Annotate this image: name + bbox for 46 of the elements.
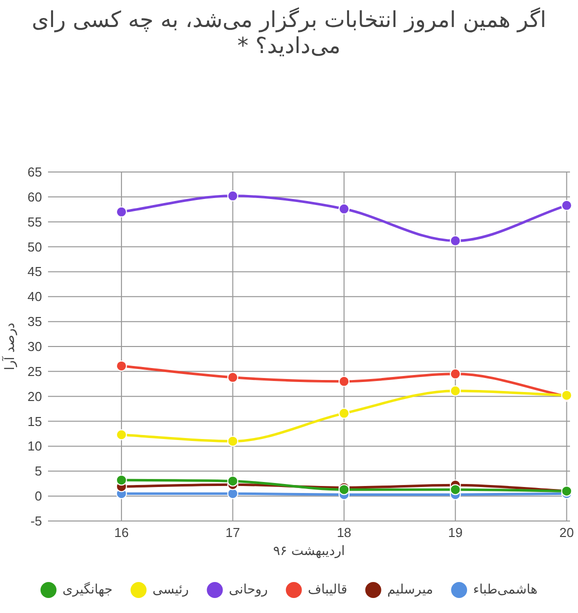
y-tick-label: 55 — [28, 214, 42, 230]
y-tick-label: 0 — [34, 488, 42, 504]
legend-label: روحانی — [228, 582, 268, 598]
y-tick-label: -5 — [30, 514, 42, 528]
x-tick-label: 17 — [226, 525, 240, 540]
y-tick-label: 20 — [28, 388, 42, 404]
point — [227, 476, 238, 487]
point — [116, 360, 127, 372]
y-tick-label: 65 — [28, 164, 42, 180]
point — [450, 484, 461, 496]
point — [338, 376, 350, 387]
point — [227, 436, 238, 447]
point — [227, 488, 238, 500]
legend-label: جهانگیری — [62, 582, 113, 598]
point — [116, 474, 127, 486]
point — [116, 206, 127, 218]
x-tick-label: 19 — [448, 525, 463, 540]
point — [116, 429, 127, 440]
title: اگر همین امروز انتخابات برگزار می‌شد، به چه کسی رای می‌دادید؟ * — [30, 8, 548, 60]
x-tick-label: 16 — [114, 525, 129, 540]
point — [450, 235, 461, 246]
y-tick-label: 5 — [34, 464, 42, 479]
legend-label: میرسلیم — [387, 582, 434, 598]
legend-label: رئیسی — [152, 582, 189, 598]
y-tick-label: 40 — [28, 289, 42, 304]
point — [338, 408, 350, 419]
y-axis-title: درصد آرا — [1, 322, 18, 370]
y-tick-label: 10 — [28, 438, 42, 454]
y-tick-label: 35 — [28, 314, 42, 330]
y-tick-label: 30 — [28, 339, 42, 354]
x-tick-label: 18 — [336, 525, 352, 540]
point — [450, 385, 461, 396]
point — [450, 368, 461, 380]
y-tick-label: 50 — [28, 239, 42, 254]
legend-label: قالیباف — [308, 582, 348, 598]
legend-label: هاشمی‌طباء — [473, 582, 538, 598]
point — [227, 190, 238, 202]
point — [561, 200, 572, 211]
point — [227, 372, 238, 383]
x-tick-label: 20 — [559, 525, 574, 540]
y-tick-label: 25 — [28, 364, 42, 379]
y-tick-label: 45 — [28, 264, 42, 280]
y-tick-label: 15 — [28, 414, 42, 429]
point — [338, 203, 350, 214]
y-tick-label: 60 — [28, 189, 42, 204]
x-axis-title: اردیبهشت ۹۶ — [273, 544, 345, 559]
